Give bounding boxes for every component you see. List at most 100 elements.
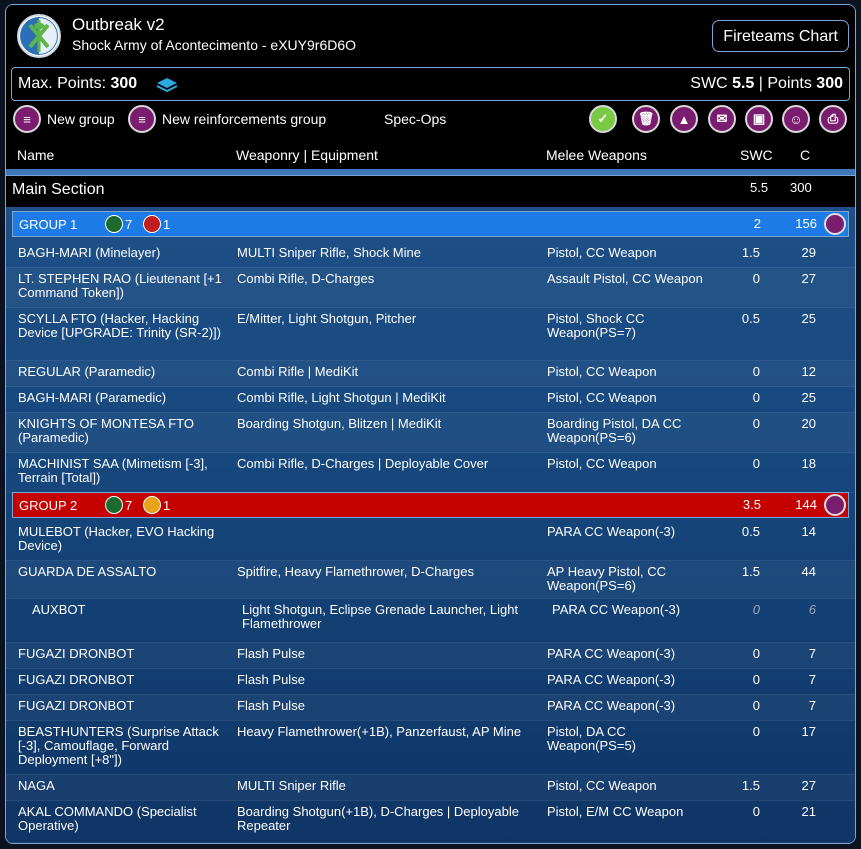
unit-name: FUGAZI DRONBOT — [18, 698, 135, 713]
fireteams-chart-button[interactable]: Fireteams Chart — [712, 20, 849, 52]
unit-name: LT. STEPHEN RAO (Lieutenant [+1 Command … — [18, 271, 222, 300]
group-swc: 3.5 — [742, 497, 761, 512]
unit-melee: Pistol, CC Weapon — [547, 778, 657, 793]
unit-weaponry: Combi Rifle, D-Charges | Deployable Cove… — [237, 456, 489, 471]
unit-name: MACHINIST SAA (Mimetism [-3], Terrain [T… — [18, 456, 208, 485]
trash-icon: 🗑 — [632, 105, 660, 133]
table-row[interactable]: FUGAZI DRONBOT Flash Pulse PARA CC Weapo… — [6, 694, 855, 721]
comments-button[interactable]: ✉ — [708, 103, 736, 135]
unit-weaponry: Boarding Shotgun(+1B), D-Charges | Deplo… — [237, 804, 519, 833]
swc-label: SWC — [690, 75, 728, 92]
profile-button[interactable]: ☺ — [782, 103, 810, 135]
layers-icon: ≡ — [13, 105, 41, 133]
delete-list-button[interactable]: 🗑 — [632, 103, 660, 135]
unit-cost: 27 — [801, 778, 816, 793]
new-reinforcements-label: New reinforcements group — [162, 111, 327, 127]
layers-icon: ≡ — [128, 105, 156, 133]
regular-order-icon — [105, 215, 123, 233]
unit-swc: 0 — [752, 390, 760, 405]
army-list-panel: Outbreak v2 Shock Army of Acontecimento … — [5, 4, 856, 844]
unit-name: REGULAR (Paramedic) — [18, 364, 156, 379]
unit-name: FUGAZI DRONBOT — [18, 672, 135, 687]
unit-cost: 25 — [801, 390, 816, 405]
group-swc: 2 — [753, 216, 761, 231]
table-row[interactable]: SCYLLA FTO (Hacker, Hacking Device [UPGR… — [6, 307, 855, 361]
unit-swc: 0 — [752, 804, 760, 819]
table-row[interactable]: MULEBOT (Hacker, EVO Hacking Device) PAR… — [6, 520, 855, 561]
alert-triangle-icon: ▲ — [670, 105, 698, 133]
list-subtitle: Shock Army of Acontecimento - eXUY9r6D6O — [72, 37, 357, 53]
main-section-swc: 5.5 — [750, 180, 769, 195]
unit-weaponry: Combi Rifle, D-Charges — [237, 271, 375, 286]
unit-weaponry: Boarding Shotgun, Blitzen | MediKit — [237, 416, 442, 431]
spec-ops-button[interactable]: Spec-Ops — [384, 103, 446, 135]
unit-weaponry: Heavy Flamethrower(+1B), Panzerfaust, AP… — [237, 724, 522, 739]
irregular-order-count: 1 — [163, 217, 171, 232]
group-header[interactable]: GROUP 2 7 1 3.5 144 — [12, 492, 849, 518]
print-button[interactable]: ⎙ — [819, 103, 847, 135]
unit-cost: 21 — [801, 804, 816, 819]
table-row[interactable]: BAGH-MARI (Minelayer) MULTI Sniper Rifle… — [6, 241, 855, 268]
table-row[interactable]: BAGH-MARI (Paramedic) Combi Rifle, Light… — [6, 386, 855, 413]
validate-button[interactable]: ✓ — [589, 103, 617, 135]
points-label: | Points — [758, 75, 812, 92]
table-row[interactable]: AKAL COMMANDO (Specialist Operative) Boa… — [6, 800, 855, 843]
checkmark-icon: ✓ — [589, 105, 617, 133]
table-row[interactable]: REGULAR (Paramedic) Combi Rifle | MediKi… — [6, 360, 855, 387]
unit-melee: AP Heavy Pistol, CC Weapon(PS=6) — [547, 564, 666, 593]
main-section-header: Main Section 5.5 300 — [6, 175, 855, 206]
unit-swc: 0 — [752, 672, 760, 687]
unit-name: SCYLLA FTO (Hacker, Hacking Device [UPGR… — [18, 311, 221, 340]
unit-weaponry: Spitfire, Heavy Flamethrower, D-Charges — [237, 564, 474, 579]
printer-icon: ⎙ — [819, 105, 847, 133]
table-row[interactable]: FUGAZI DRONBOT Flash Pulse PARA CC Weapo… — [6, 642, 855, 669]
unit-name: FUGAZI DRONBOT — [18, 646, 135, 661]
col-c: C — [800, 147, 811, 163]
irregular-order-icon — [143, 215, 161, 233]
regular-order-count: 7 — [125, 498, 133, 513]
group-header[interactable]: GROUP 1 7 1 2 156 — [12, 211, 849, 237]
unit-cost: 29 — [801, 245, 816, 260]
swc-total: 5.5 — [732, 75, 755, 92]
header: Outbreak v2 Shock Army of Acontecimento … — [6, 5, 855, 65]
new-reinforcements-group-button[interactable]: ≡ New reinforcements group — [128, 103, 326, 135]
unit-cost: 12 — [801, 364, 816, 379]
unit-cost: 25 — [801, 311, 816, 326]
unit-swc: 0.5 — [741, 311, 760, 326]
impetuous-order-count: 1 — [163, 498, 171, 513]
table-row[interactable]: NAGA MULTI Sniper Rifle Pistol, CC Weapo… — [6, 774, 855, 801]
toolbar: ≡ New group ≡ New reinforcements group S… — [6, 103, 855, 137]
warning-button[interactable]: ▲ — [670, 103, 698, 135]
main-section-label: Main Section — [12, 181, 105, 198]
unit-swc: 0 — [752, 271, 760, 286]
group-cost: 156 — [795, 216, 817, 231]
unit-weaponry: Light Shotgun, Eclipse Grenade Launcher,… — [242, 602, 519, 631]
new-group-button[interactable]: ≡ New group — [13, 103, 115, 135]
table-row[interactable]: KNIGHTS OF MONTESA FTO (Paramedic) Board… — [6, 412, 855, 453]
column-header: Name Weaponry | Equipment Melee Weapons … — [6, 143, 855, 169]
save-button[interactable]: ▣ — [745, 103, 773, 135]
unit-name: MULEBOT (Hacker, EVO Hacking Device) — [18, 524, 215, 553]
table-row[interactable]: FUGAZI DRONBOT Flash Pulse PARA CC Weapo… — [6, 668, 855, 695]
chat-icon: ✉ — [708, 105, 736, 133]
trash-icon[interactable] — [824, 213, 846, 235]
table-row[interactable]: GUARDA DE ASSALTO Spitfire, Heavy Flamet… — [6, 560, 855, 599]
save-icon: ▣ — [745, 105, 773, 133]
group-cost: 144 — [795, 497, 817, 512]
table-row[interactable]: MACHINIST SAA (Mimetism [-3], Terrain [T… — [6, 452, 855, 493]
unit-name: KNIGHTS OF MONTESA FTO (Paramedic) — [18, 416, 194, 445]
table-row[interactable]: AUXBOT Light Shotgun, Eclipse Grenade La… — [6, 598, 855, 643]
unit-cost: 7 — [808, 672, 816, 687]
unit-swc: 1.5 — [741, 245, 760, 260]
points-selector-icon[interactable] — [156, 76, 178, 92]
points-total: 300 — [816, 75, 843, 92]
trash-icon[interactable] — [824, 494, 846, 516]
table-row[interactable]: BEASTHUNTERS (Surprise Attack [-3], Camo… — [6, 720, 855, 775]
table-row[interactable]: LT. STEPHEN RAO (Lieutenant [+1 Command … — [6, 267, 855, 308]
max-points-value[interactable]: 300 — [110, 75, 138, 92]
group-name: GROUP 1 — [19, 217, 78, 232]
unit-swc: 1.5 — [741, 564, 760, 579]
unit-swc: 1.5 — [741, 778, 760, 793]
faction-logo — [17, 14, 61, 58]
unit-swc: 0 — [752, 646, 760, 661]
